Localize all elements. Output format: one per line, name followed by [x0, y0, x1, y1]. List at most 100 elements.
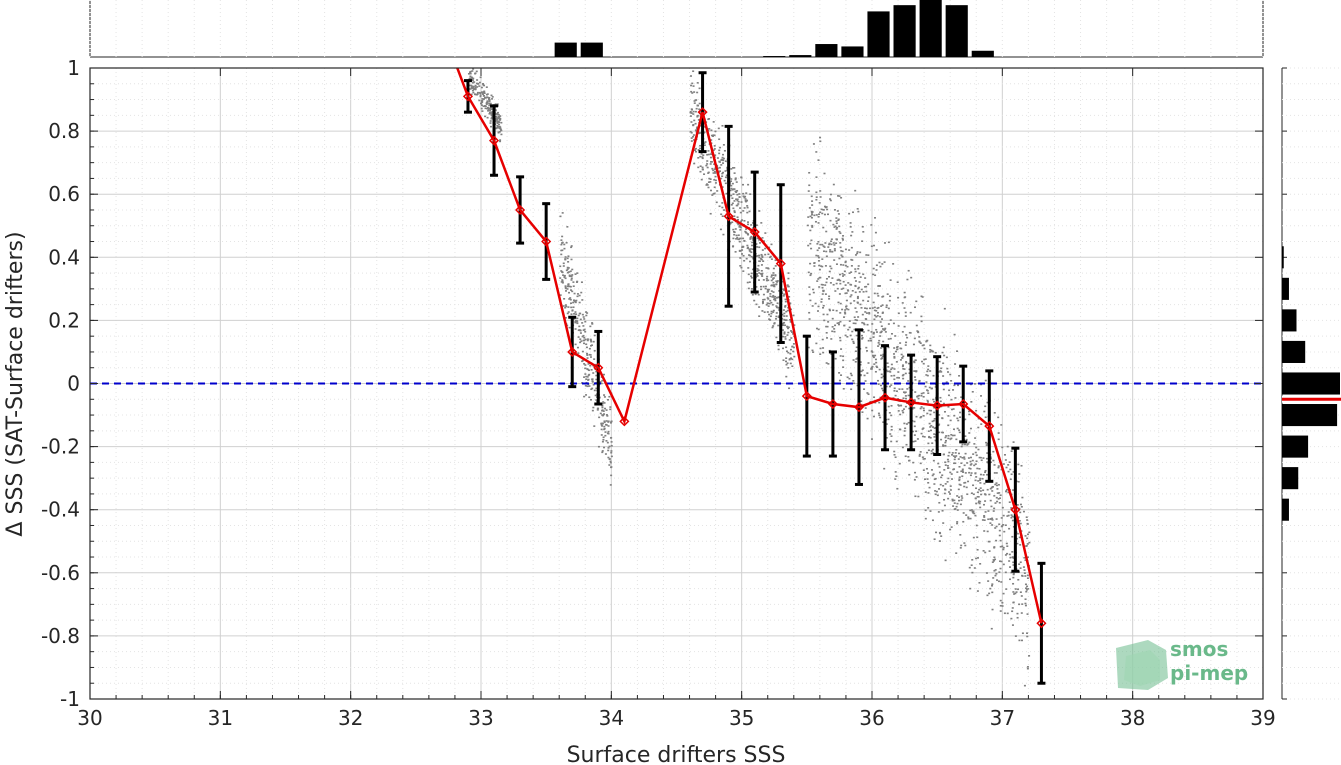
scatter-point — [602, 436, 605, 439]
scatter-point — [760, 222, 763, 224]
scatter-point — [585, 394, 588, 396]
scatter-point — [608, 395, 611, 398]
scatter-point — [811, 200, 814, 202]
scatter-point — [828, 243, 831, 246]
scatter-point — [481, 98, 484, 100]
scatter-point — [929, 348, 932, 351]
scatter-point — [714, 172, 717, 174]
scatter-point — [881, 263, 884, 265]
scatter-point — [850, 258, 853, 261]
scatter-point — [862, 331, 865, 333]
scatter-point — [864, 277, 867, 279]
scatter-point — [792, 346, 795, 349]
scatter-point — [844, 292, 847, 295]
scatter-point — [691, 108, 694, 111]
scatter-point — [880, 373, 883, 376]
scatter-point — [835, 217, 838, 219]
scatter-point — [928, 386, 931, 389]
scatter-point — [921, 360, 924, 363]
scatter-point — [882, 421, 885, 423]
scatter-point — [872, 267, 875, 270]
scatter-point — [915, 370, 918, 373]
scatter-point — [733, 215, 736, 218]
scatter-point — [956, 427, 959, 430]
scatter-point — [771, 303, 774, 306]
scatter-point — [1025, 545, 1028, 547]
scatter-point — [574, 311, 577, 313]
scatter-point — [1018, 563, 1021, 565]
scatter-point — [851, 211, 854, 214]
scatter-point — [847, 308, 850, 311]
scatter-point — [711, 194, 714, 196]
x-tick-label: 36 — [859, 706, 884, 730]
scatter-point — [896, 348, 899, 351]
scatter-point — [731, 221, 734, 224]
scatter-point — [496, 122, 499, 125]
scatter-point — [883, 261, 886, 263]
scatter-point — [586, 376, 589, 378]
scatter-point — [598, 416, 601, 419]
scatter-point — [604, 434, 607, 437]
mean-line-path — [455, 68, 1043, 624]
scatter-points — [467, 68, 1031, 687]
scatter-point — [822, 289, 825, 292]
mean-marker — [723, 211, 734, 222]
scatter-point — [1010, 514, 1013, 516]
scatter-point — [823, 246, 826, 248]
scatter-point — [949, 493, 952, 495]
scatter-point — [1006, 552, 1009, 555]
scatter-point — [833, 330, 836, 333]
scatter-point — [475, 82, 478, 85]
scatter-point — [981, 519, 984, 521]
scatter-point — [496, 111, 499, 114]
scatter-point — [911, 430, 914, 433]
scatter-point — [752, 231, 755, 234]
scatter-point — [767, 267, 770, 270]
logo-line-1: smos — [1170, 637, 1228, 661]
scatter-point — [998, 571, 1001, 573]
mean-marker — [958, 398, 969, 410]
scatter-point — [993, 546, 996, 548]
scatter-point — [712, 169, 715, 172]
scatter-point — [933, 418, 936, 420]
scatter-point — [584, 364, 587, 366]
scatter-point — [860, 370, 863, 373]
scatter-point — [904, 315, 907, 317]
scatter-point — [739, 229, 742, 231]
scatter-point — [718, 160, 721, 163]
scatter-point — [593, 425, 596, 427]
scatter-point — [979, 456, 982, 459]
scatter-point — [729, 221, 732, 224]
scatter-point — [730, 168, 733, 170]
scatter-point — [986, 461, 989, 464]
scatter-point — [593, 358, 596, 360]
scatter-point — [841, 237, 844, 240]
scatter-point — [811, 226, 814, 228]
scatter-point — [755, 273, 758, 275]
scatter-point — [562, 265, 565, 267]
scatter-point — [867, 296, 870, 298]
scatter-point — [695, 107, 698, 110]
scatter-point — [933, 483, 936, 485]
scatter-point — [1006, 545, 1009, 548]
scatter-point — [1003, 612, 1006, 615]
scatter-point — [929, 413, 932, 416]
scatter-point — [698, 131, 701, 134]
scatter-point — [1002, 514, 1005, 517]
scatter-point — [825, 331, 828, 334]
scatter-point — [1026, 585, 1029, 588]
scatter-point — [860, 400, 863, 402]
scatter-point — [961, 468, 964, 471]
scatter-point — [920, 394, 923, 397]
scatter-point — [928, 409, 931, 412]
scatter-point — [716, 157, 719, 159]
scatter-point — [758, 254, 761, 257]
scatter-point — [497, 117, 500, 119]
scatter-point — [591, 322, 594, 324]
scatter-point — [1026, 613, 1029, 615]
scatter-point — [734, 177, 737, 180]
scatter-point — [693, 162, 696, 165]
scatter-point — [474, 86, 477, 89]
scatter-point — [941, 509, 944, 512]
mean-line — [455, 68, 1047, 629]
